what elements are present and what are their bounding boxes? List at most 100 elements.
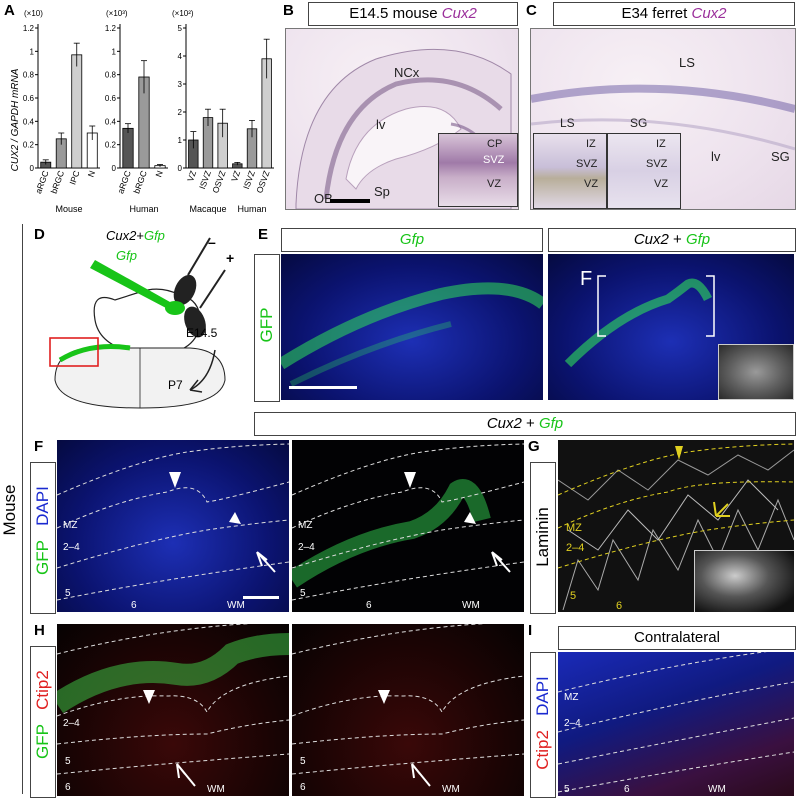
panel-i-side: Ctip2 DAPI [530,652,556,798]
panel-f-image-1: MZ 2–4 5 6 WM [57,440,289,612]
panel-f-tissue-1 [57,443,289,601]
scale-bar-e [289,386,357,389]
f1-label-6: 6 [131,600,137,611]
h1-label-6: 6 [65,782,71,793]
chart-a1-bar [122,127,134,169]
panel-f-image-2: MZ 2–4 5 6 WM [292,440,524,612]
chart-a2-xtick-label: VZ [229,169,242,183]
chart-a0-ytick-label: 0.2 [23,141,35,150]
chart-a1-ytick-label: 0.4 [105,117,117,126]
panel-h-image-1: 2–4 5 6 WM [57,624,289,796]
f1-label-2-4: 2–4 [63,542,80,553]
panel-letter-i: I [528,622,533,639]
panel-g-image: MZ 2–4 5 6 [558,440,794,612]
panel-c-inset-sg: SG IZ SVZ VZ [607,116,681,209]
panel-f-tissue-2 [292,443,524,601]
panel-b-inset: CP SVZ VZ [438,133,518,207]
panel-e-plus: + [668,231,686,248]
chart-a2-xtick-label: ISVZ [241,169,257,190]
f2-label-wm: WM [462,600,480,611]
chart-a0-ytick-label: 0.6 [23,94,35,103]
panel-e-tissue-2 [564,275,715,368]
g-label-2-4: 2–4 [566,542,585,554]
chart-a0-multiplier: (×10) [24,9,43,18]
panel-c-image: LS lv SG LS IZ SVZ VZ SG IZ SVZ VZ [530,28,796,210]
chart-a-ylabel: CUX2 / GAPDH mRNA [10,68,21,171]
f2-label-2-4: 2–4 [298,542,315,553]
chart-a2-group-label: Macaque [189,204,226,214]
panel-d-gfp: Gfp [116,248,137,263]
panel-i-image: MZ 2–4 5 6 WM [558,652,794,796]
f2-label-5: 5 [300,588,306,599]
panel-f-plus: + [521,415,539,432]
panel-i-side-label: Ctip2 DAPI [533,675,553,771]
panel-letter-b: B [283,2,294,19]
panel-b-title-text: E14.5 mouse [349,5,438,22]
label-lv: lv [376,117,386,132]
panel-g-side-label: Laminin [533,507,552,567]
panel-h-ctip2-label: Ctip2 [33,670,52,710]
g-label-mz: MZ [566,522,582,534]
i-label-6: 6 [624,784,630,795]
chart-a2-xtick-label: OSVZ [210,169,227,194]
chart-a1-xtick-label: N [153,169,164,178]
h2-label-6: 6 [300,782,306,793]
panel-d-age: E14.5 [186,326,218,340]
panel-letter-a: A [4,2,15,19]
panel-h-image-2: 5 6 WM [292,624,524,796]
panel-i-dapi-label: DAPI [533,676,552,716]
panel-i-tissue [558,652,794,793]
h2-label-wm: WM [442,784,460,795]
panel-letter-c: C [526,2,537,19]
h1-label-2-4: 2–4 [63,718,80,729]
panel-h-tissue-1 [57,624,289,787]
chart-a0-ytick-label: 0.4 [23,117,35,126]
panel-b-image: NCx lv H OB Sp CP SVZ VZ [285,28,519,210]
label-svz-2: SVZ [646,158,668,170]
chart-a1-ytick-label: 1 [112,47,117,56]
label-cp: CP [487,138,503,150]
label-iz-1: IZ [586,138,596,150]
panel-c-inset-ls: LS IZ SVZ VZ [533,116,607,209]
scale-bar [330,199,370,203]
chart-a0-ytick-label: 0 [30,164,35,173]
chart-a1-xtick-label: aRGC [115,169,132,195]
panel-e-title-2: Cux2 + Gfp [548,228,796,252]
chart-a2-xtick-label: VZ [185,169,198,183]
f1-label-wm: WM [227,600,245,611]
chart-a1-group-label: Human [129,204,158,214]
construct-gfp: Gfp [143,228,165,243]
panel-h-tissue-2 [292,624,524,787]
panel-e-cux2: Cux2 [633,231,669,248]
label-ls-top: LS [679,55,695,70]
panel-f-side: GFP DAPI [30,462,56,614]
panel-e-inset-letter: F [580,268,593,290]
panel-c-gene: Cux2 [691,5,727,22]
panel-e-gfp: Gfp [399,231,425,248]
panel-letter-d: D [34,226,45,243]
chart-a2-group-label: Human [237,204,266,214]
panel-d-construct: Cux2+Gfp [106,228,165,243]
panel-f-title: Cux2 + Gfp [254,412,796,436]
label-svz-1: SVZ [576,158,598,170]
panel-f-side-label: GFP DAPI [33,486,53,575]
panel-e-title-1: Gfp [281,228,543,252]
scale-bar-f [243,596,279,599]
panel-i-title: Contralateral [558,626,796,650]
h2-label-5: 5 [300,756,306,767]
panel-b-title: E14.5 mouse Cux2 [308,2,518,26]
chart-a1-xtick-label: bRGC [131,169,148,195]
chart-a1-ytick-label: 0 [112,164,117,173]
f2-label-6: 6 [366,600,372,611]
panel-h-side-label: GFP Ctip2 [33,670,53,759]
chart-a1-multiplier: (×10³) [106,9,128,18]
label-iz-2: IZ [656,138,666,150]
panel-d-p7: P7 [168,378,183,392]
panel-c-tissue [531,84,795,151]
panel-e-image-2: F [548,254,794,400]
label-vz-1: VZ [584,178,599,190]
panel-f-cux2: Cux2 [486,415,522,432]
chart-a2-multiplier: (×10²) [172,9,194,18]
chart-a1-ytick-label: 0.8 [105,71,117,80]
chart-a0-bar [71,54,83,169]
